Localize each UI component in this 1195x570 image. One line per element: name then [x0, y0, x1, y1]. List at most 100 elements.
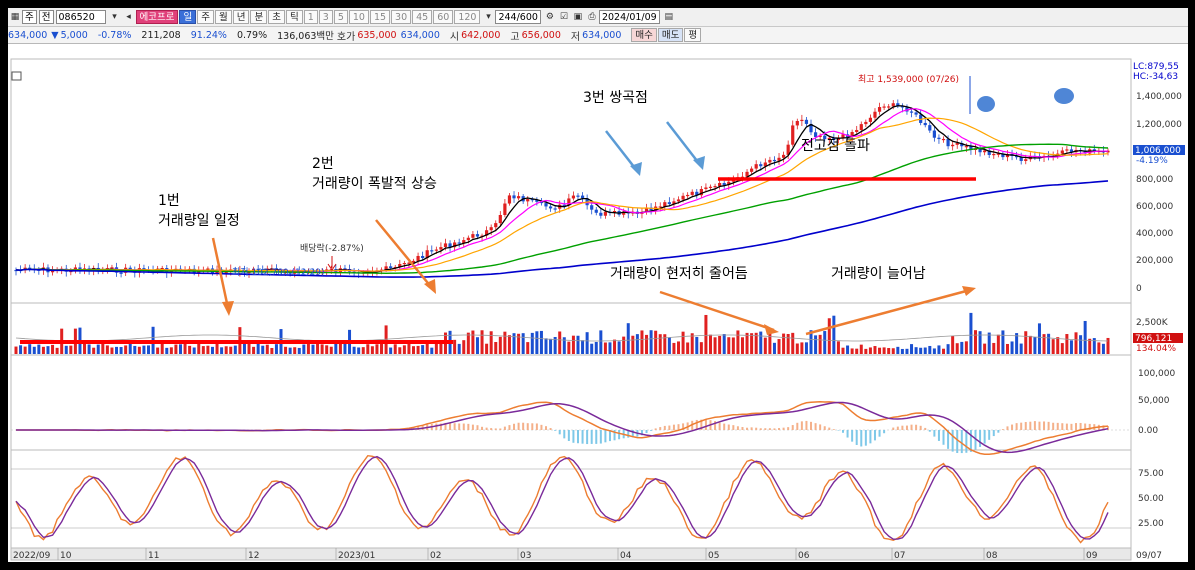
search-icon[interactable]: ▾: [112, 12, 117, 22]
period-1[interactable]: 주: [197, 10, 214, 24]
volume-bar: [366, 344, 370, 354]
minute-60[interactable]: 60: [433, 10, 454, 24]
low-label: 저: [570, 31, 581, 43]
macd-histogram-bar: [883, 430, 886, 434]
volume-bar: [174, 344, 178, 354]
minute-120[interactable]: 120: [454, 10, 481, 24]
volume-bar: [1051, 339, 1055, 354]
candle: [745, 171, 749, 177]
date-field[interactable]: 2024/01/09: [598, 10, 660, 24]
stock-chart[interactable]: LC:879,55 HC:-34,63 1,400,000 1,200,000 …: [8, 44, 1188, 562]
minute-45[interactable]: 45: [412, 10, 433, 24]
volume-bar: [229, 346, 233, 354]
macd-histogram-bar: [928, 430, 931, 432]
minute-10[interactable]: 10: [348, 10, 369, 24]
period-2[interactable]: 월: [214, 10, 232, 24]
stoch-k-line: [15, 454, 1109, 544]
macd-histogram-bar: [695, 419, 698, 430]
volume-bar: [855, 348, 859, 354]
volume-bar: [288, 347, 292, 354]
minute-5[interactable]: 5: [333, 10, 348, 24]
sell-button[interactable]: 매도: [657, 28, 684, 42]
macd-histogram-bar: [1033, 421, 1036, 430]
macd-histogram-bar: [1020, 422, 1023, 430]
candle: [384, 266, 388, 270]
volume-bar: [791, 332, 795, 354]
period-0[interactable]: 일: [179, 10, 197, 24]
price-tick-current: 1,006,000: [1135, 146, 1181, 156]
period-3[interactable]: 년: [232, 10, 250, 24]
volume-bar: [489, 331, 493, 354]
candle: [494, 223, 498, 228]
speaker-icon[interactable]: ◂: [126, 12, 131, 22]
hc-label: HC:-34,63: [1133, 72, 1178, 82]
macd-histogram-bar: [586, 430, 589, 445]
candle: [841, 134, 845, 139]
price-tick-1200k: 1,200,000: [1136, 120, 1182, 130]
candle: [964, 146, 968, 148]
volume-bar: [265, 344, 269, 354]
minute-30[interactable]: 30: [391, 10, 412, 24]
settings-icon[interactable]: ⚙: [545, 12, 554, 22]
volume-bar: [658, 334, 662, 354]
candle: [430, 250, 434, 252]
macd-histogram-bar: [668, 425, 671, 430]
minute-1[interactable]: 1: [303, 10, 318, 24]
volume-bar: [635, 334, 639, 354]
volume-bar: [928, 345, 932, 354]
macd-histogram-bar: [1061, 423, 1064, 430]
volume-bar: [708, 334, 712, 354]
candle: [594, 209, 598, 213]
volume-bar: [818, 334, 822, 354]
volume-bar: [115, 346, 119, 354]
dropdown-a[interactable]: 주: [22, 10, 37, 24]
macd-histogram-bar: [549, 428, 552, 430]
dropdown-b[interactable]: 전: [38, 10, 54, 24]
count-field[interactable]: 244/600: [495, 10, 541, 24]
calendar-icon[interactable]: ▤: [664, 12, 673, 22]
candle: [923, 122, 927, 126]
price-tick-pct: -4.19%: [1136, 156, 1168, 166]
candle: [1005, 154, 1010, 158]
ma-20-line: [15, 117, 1109, 272]
flat-button[interactable]: 평: [684, 28, 702, 42]
peak-marker-2: [1054, 88, 1074, 104]
candle: [955, 143, 959, 145]
chevron-down-icon[interactable]: ▾: [486, 12, 491, 22]
volume-bar: [946, 344, 950, 354]
volume-bar: [517, 333, 521, 354]
dividend-arrow: [327, 256, 337, 271]
candle: [416, 255, 420, 261]
macd-histogram-bar: [704, 419, 707, 430]
stock-name-badge[interactable]: 에코프로: [135, 10, 179, 24]
volume-bar: [507, 335, 511, 354]
minute-3[interactable]: 3: [318, 10, 333, 24]
candle: [439, 247, 443, 250]
volume-bar: [969, 312, 973, 354]
period-5[interactable]: 초: [268, 10, 285, 24]
macd-histogram-bar: [787, 427, 790, 430]
period-6[interactable]: 틱: [285, 10, 303, 24]
save-icon[interactable]: ▣: [573, 12, 583, 22]
macd-histogram-bar: [526, 423, 529, 430]
macd-histogram-bar: [558, 430, 561, 435]
macd-histogram-bar: [791, 425, 794, 430]
minute-15[interactable]: 15: [369, 10, 391, 24]
stock-code-input[interactable]: 086520: [55, 10, 106, 24]
macd-histogram-bar: [778, 428, 781, 430]
candle: [864, 121, 868, 125]
candle: [644, 207, 649, 212]
grid-icon[interactable]: ▦: [10, 12, 20, 22]
volume-bar: [1028, 335, 1032, 354]
volume-bar: [677, 341, 681, 354]
buy-button[interactable]: 매수: [631, 28, 657, 42]
period-4[interactable]: 분: [250, 10, 268, 24]
candle: [708, 186, 713, 188]
volume-bar: [325, 345, 329, 354]
print-icon[interactable]: ⎙: [588, 12, 596, 22]
candle: [877, 107, 882, 112]
volume-bar: [868, 347, 872, 354]
panel-menu-icon[interactable]: [11, 71, 22, 81]
check-icon[interactable]: ☑: [559, 12, 568, 22]
volume-bar: [471, 330, 475, 354]
